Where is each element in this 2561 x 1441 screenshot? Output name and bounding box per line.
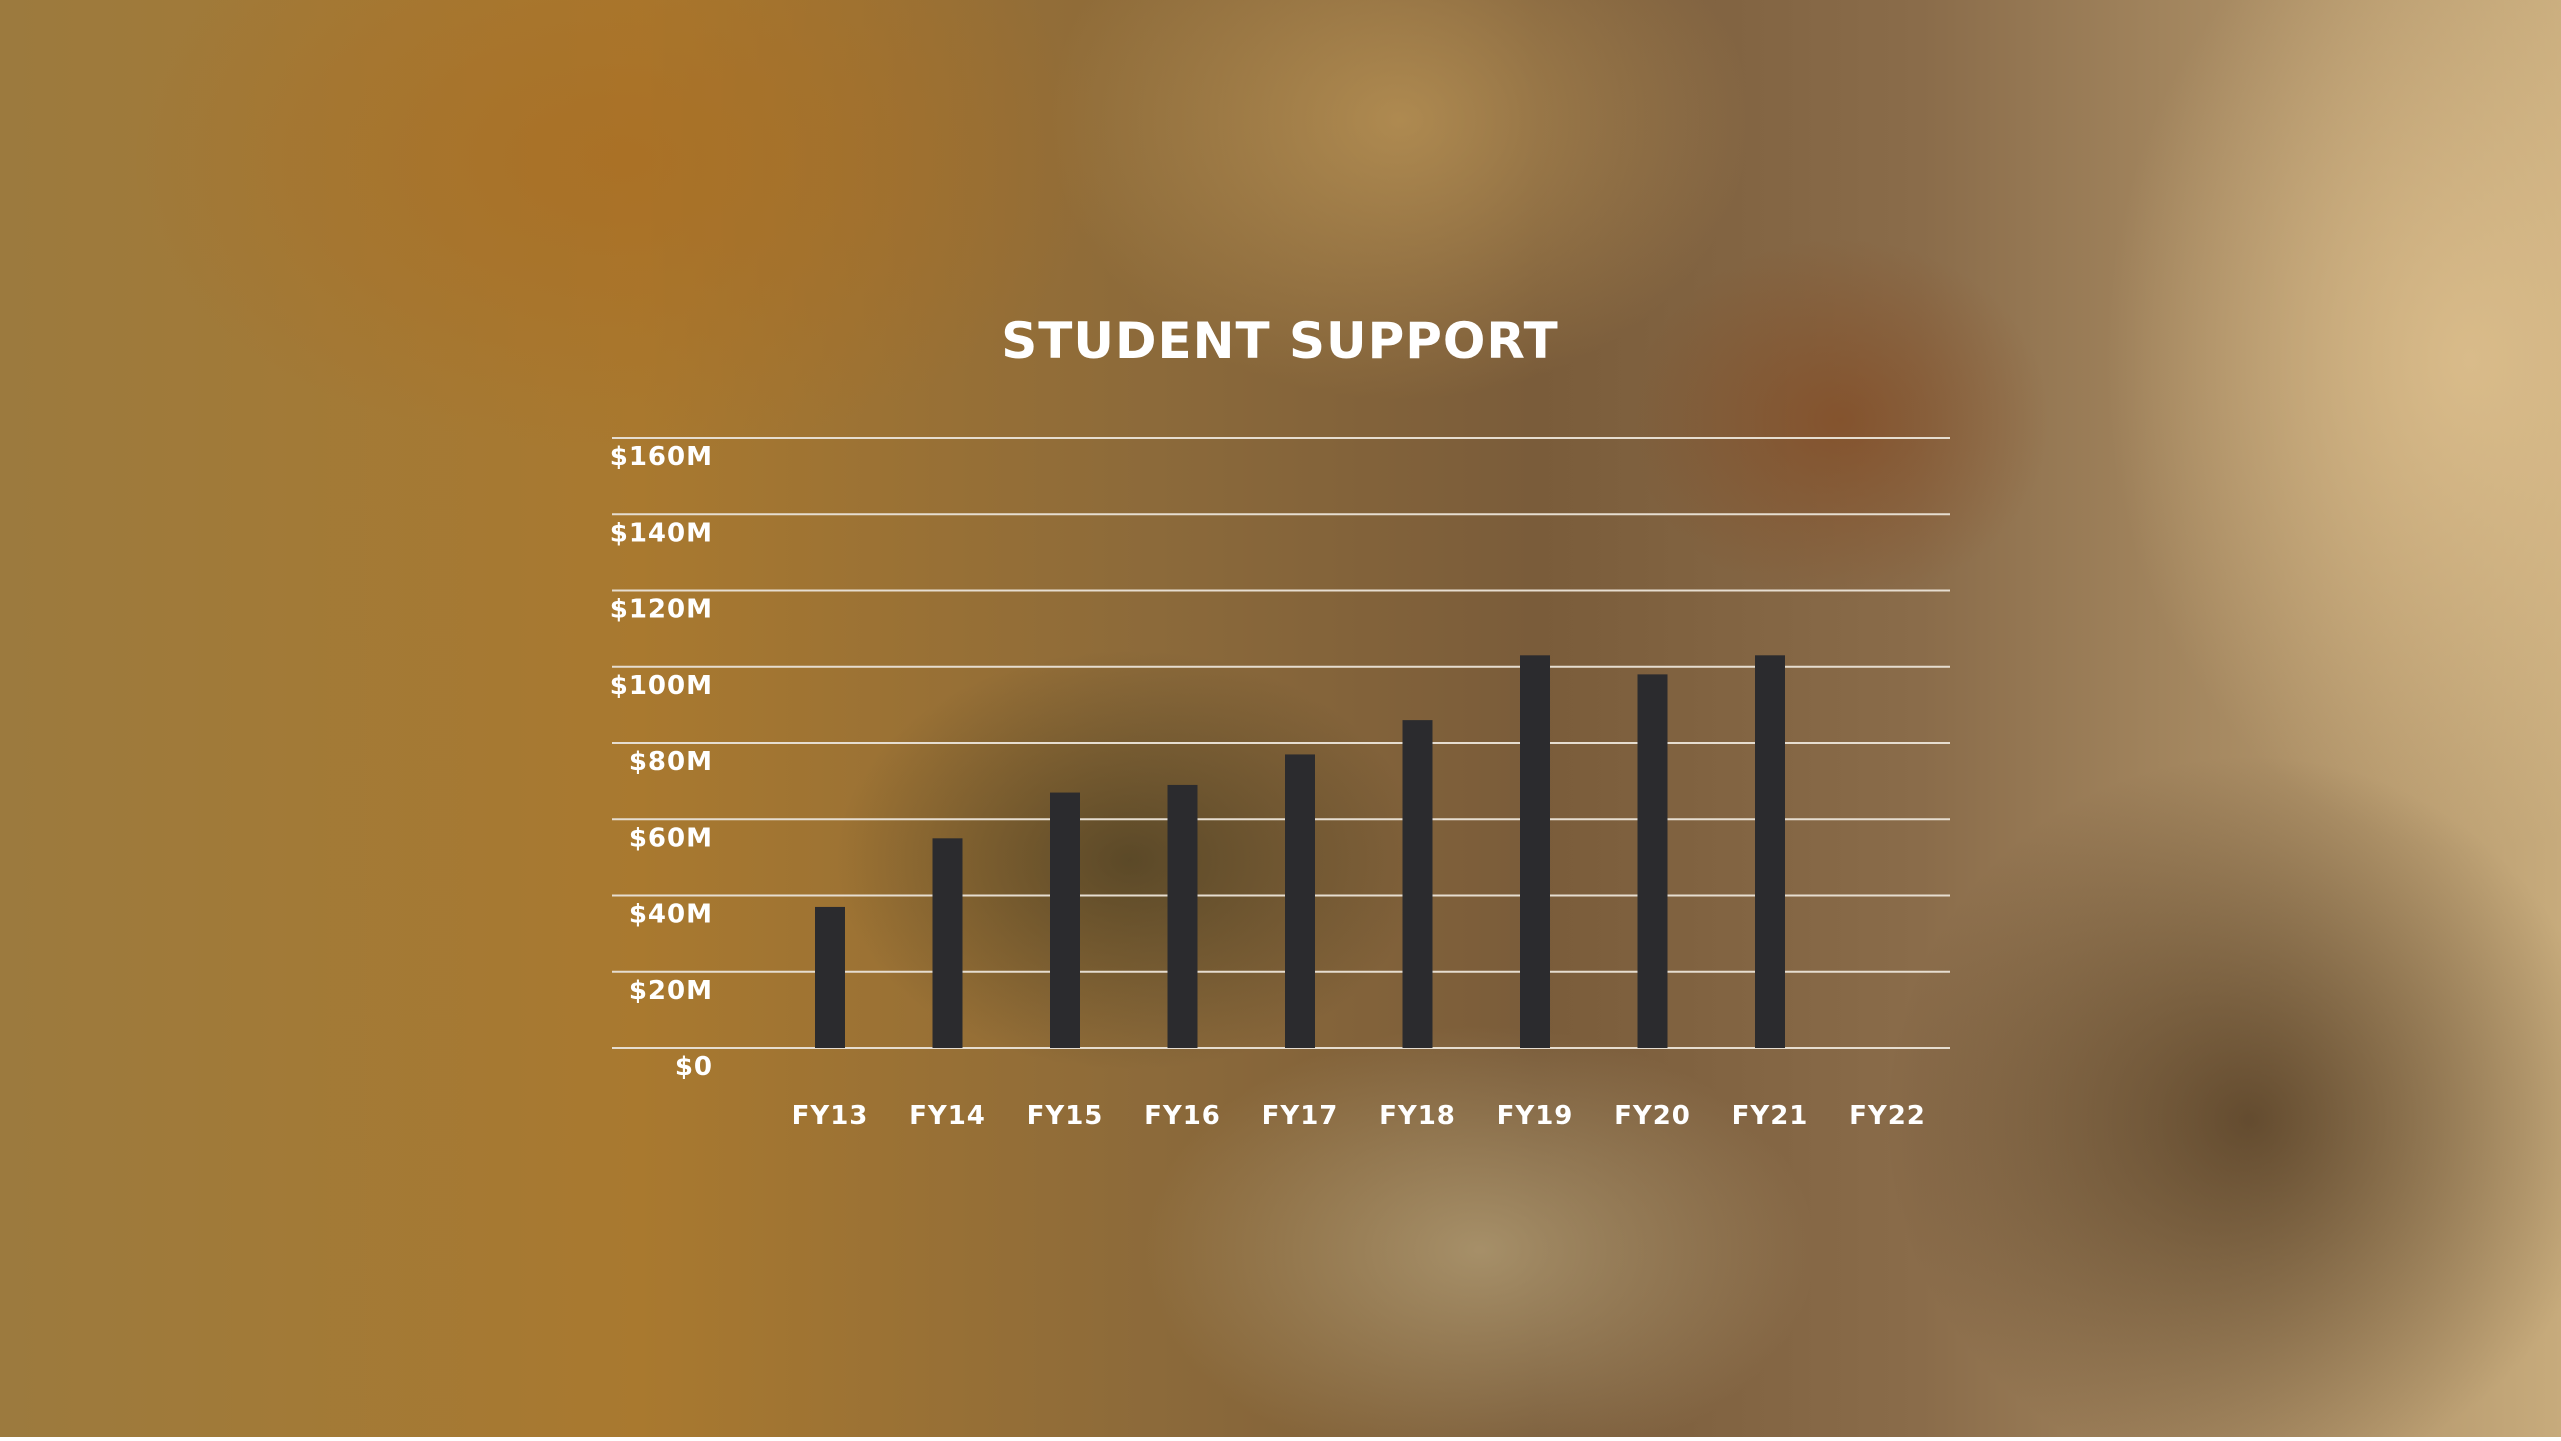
- chart-title: STUDENT SUPPORT: [1001, 312, 1559, 370]
- x-tick-label: FY13: [792, 1101, 869, 1131]
- y-tick-label: $80M: [629, 747, 713, 777]
- y-tick-label: $100M: [610, 671, 713, 701]
- bar-fy13: [815, 906, 845, 1048]
- x-axis-tick-labels: FY13 FY14 FY15 FY16 FY17 FY18 FY19 FY20 FY21 FY22: [792, 1101, 1926, 1131]
- bar-fy21: [1755, 655, 1785, 1048]
- gridlines: [612, 437, 1950, 1049]
- y-tick-label: $120M: [610, 595, 713, 625]
- x-tick-label: FY16: [1144, 1101, 1221, 1131]
- x-tick-label: FY19: [1497, 1101, 1574, 1131]
- bar-fy20: [1637, 674, 1668, 1048]
- bar-fy15: [1050, 792, 1080, 1048]
- bar-fy18: [1402, 720, 1433, 1048]
- x-tick-label: FY18: [1379, 1101, 1456, 1131]
- y-tick-label: $60M: [629, 823, 713, 853]
- bars: [815, 655, 1785, 1048]
- y-axis-tick-labels: $0 $20M $40M $60M $80M $100M $120M $140M $160M: [610, 442, 713, 1082]
- bar-fy19: [1520, 655, 1550, 1048]
- x-tick-label: FY14: [909, 1101, 986, 1131]
- bar-fy16: [1167, 784, 1198, 1048]
- bar-fy14: [932, 838, 963, 1048]
- x-tick-label: FY22: [1849, 1101, 1926, 1131]
- y-tick-label: $40M: [629, 900, 713, 930]
- bar-fy17: [1285, 754, 1315, 1048]
- x-tick-label: FY20: [1614, 1101, 1691, 1131]
- x-tick-label: FY21: [1732, 1101, 1809, 1131]
- x-tick-label: FY17: [1262, 1101, 1339, 1131]
- y-tick-label: $160M: [610, 442, 713, 472]
- y-tick-label: $0: [675, 1052, 713, 1082]
- y-tick-label: $20M: [629, 976, 713, 1006]
- y-tick-label: $140M: [610, 518, 713, 548]
- x-tick-label: FY15: [1027, 1101, 1104, 1131]
